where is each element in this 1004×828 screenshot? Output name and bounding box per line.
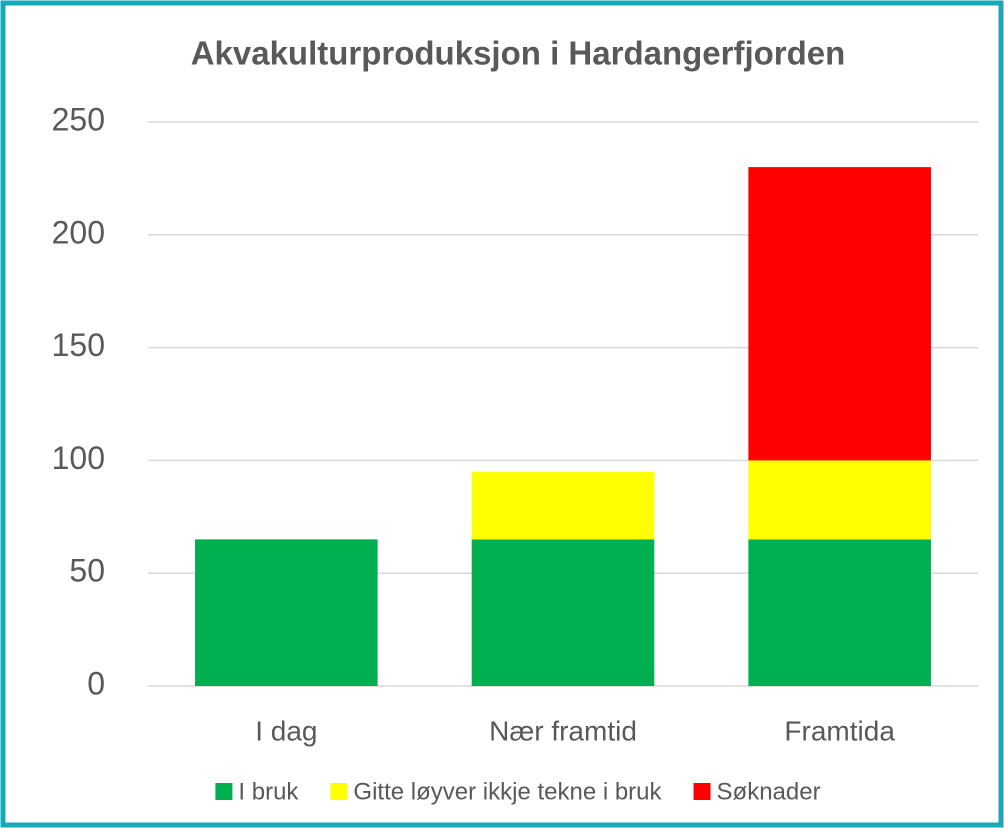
bar-segment [748, 167, 931, 461]
x-tick-label: Nær framtid [489, 715, 637, 746]
chart-title: Akvakulturproduksjon i Hardangerfjorden [191, 35, 846, 72]
y-tick-label: 100 [52, 440, 105, 476]
legend-label: Søknader [717, 778, 821, 805]
y-tick-label: 150 [52, 327, 105, 363]
legend-swatch [330, 783, 348, 800]
y-tick-label: 250 [52, 101, 105, 137]
x-tick-label: I dag [255, 715, 317, 746]
y-tick-label: 200 [52, 214, 105, 250]
bar-segment [471, 539, 655, 686]
legend-swatch [693, 783, 711, 800]
legend-swatch [215, 783, 233, 800]
bar-segment [748, 539, 931, 686]
bar-segment [748, 460, 931, 540]
y-tick-label: 50 [69, 553, 105, 589]
y-tick-label: 0 [87, 665, 105, 701]
bar-segment [195, 539, 378, 686]
bar-segment [471, 471, 655, 540]
legend-label: I bruk [238, 778, 299, 805]
x-tick-label: Framtida [784, 715, 895, 746]
legend-label: Gitte løyver ikkje tekne i bruk [353, 778, 662, 805]
